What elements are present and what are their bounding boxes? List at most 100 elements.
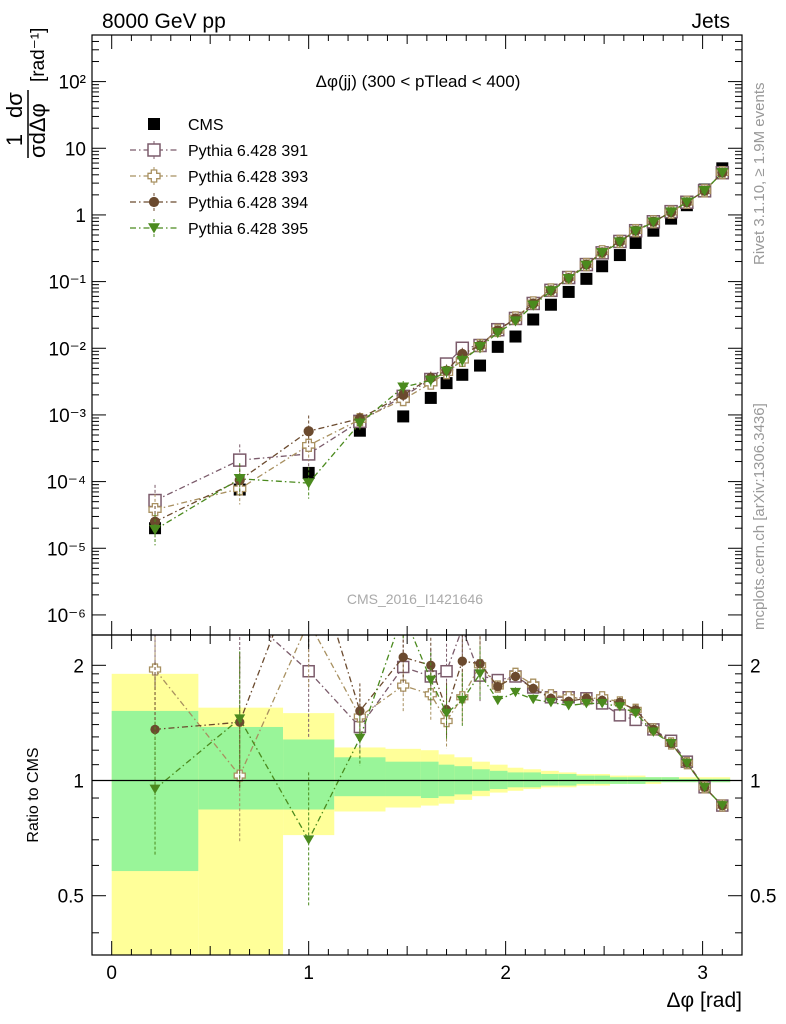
ratio-point bbox=[456, 695, 468, 706]
data-point bbox=[527, 300, 540, 311]
y-tick-label: 10⁻¹ bbox=[49, 273, 87, 294]
ratio-point bbox=[647, 727, 659, 737]
stat-uncertainty-band bbox=[541, 773, 559, 786]
legend-item: Pythia 6.428 394 bbox=[130, 193, 308, 212]
y-tick-label: 10⁻⁶ bbox=[47, 606, 86, 627]
legend-item: Pythia 6.428 395 bbox=[130, 219, 308, 238]
data-point bbox=[148, 502, 162, 517]
ratio-point bbox=[234, 714, 246, 724]
ratio-point bbox=[614, 702, 626, 712]
series-line bbox=[154, 172, 723, 531]
data-point bbox=[302, 438, 316, 452]
ratio-series-pythia-6-428-395 bbox=[149, 609, 728, 908]
data-point bbox=[397, 382, 410, 393]
ratio-point bbox=[510, 671, 521, 682]
y-tick-label: 1 bbox=[75, 206, 86, 227]
ratio-point bbox=[545, 697, 557, 708]
svg-text:σdΔφ: σdΔφ bbox=[25, 103, 50, 158]
ratio-point bbox=[398, 609, 409, 618]
data-point bbox=[509, 316, 522, 327]
ratio-point bbox=[580, 699, 592, 709]
ratio-point bbox=[397, 679, 410, 692]
y-tick-label: 10⁻³ bbox=[49, 406, 87, 427]
data-point bbox=[303, 426, 314, 437]
ratio-point bbox=[149, 784, 161, 794]
data-point bbox=[596, 248, 609, 259]
ratio-point bbox=[493, 681, 503, 692]
data-point bbox=[544, 286, 557, 297]
data-point bbox=[629, 226, 642, 237]
ratio-point bbox=[527, 694, 539, 705]
data-point bbox=[440, 366, 453, 377]
x-axis-label: Δφ [rad] bbox=[667, 989, 743, 1012]
data-point bbox=[491, 328, 504, 339]
data-point bbox=[665, 207, 678, 218]
data-point bbox=[509, 330, 522, 343]
rivet-label: Rivet 3.1.10, ≥ 1.9M events bbox=[751, 83, 768, 266]
legend-item: CMS bbox=[148, 117, 224, 134]
legend-marker bbox=[148, 223, 160, 234]
y-tick-label: 10⁻² bbox=[49, 339, 87, 360]
mcplots-label: mcplots.cern.ch [arXiv:1306.3436] bbox=[751, 403, 768, 630]
stat-uncertainty-band bbox=[385, 761, 421, 797]
stat-uncertainty-band bbox=[523, 772, 542, 788]
ratio-y-tick-label-right: 0.5 bbox=[750, 887, 776, 908]
legend-item: Pythia 6.428 391 bbox=[130, 141, 308, 160]
data-point bbox=[424, 391, 437, 404]
ratio-point bbox=[492, 695, 504, 706]
y-tick-label: 10² bbox=[59, 73, 86, 94]
stat-uncertainty-band bbox=[558, 773, 577, 786]
stat-uncertainty-band bbox=[334, 757, 386, 797]
data-point bbox=[456, 368, 469, 381]
data-point bbox=[544, 298, 557, 311]
svg-text:dσ: dσ bbox=[2, 92, 27, 118]
x-tick-label: 1 bbox=[303, 963, 314, 984]
axes-group: 0 1 2 3 10⁻⁶ 10⁻⁵ 10⁻⁴ 10⁻³ 10⁻² 10⁻¹ 1 10 10² 0.5 0.5… bbox=[47, 34, 776, 984]
data-point bbox=[629, 236, 642, 249]
legend-label: CMS bbox=[188, 117, 224, 134]
ratio-point bbox=[699, 782, 711, 793]
data-point bbox=[562, 274, 575, 285]
ratio-point bbox=[441, 708, 453, 719]
ratio-y-tick-label-left: 2 bbox=[73, 656, 84, 677]
x-tick-label: 0 bbox=[106, 963, 117, 984]
ratio-point bbox=[457, 656, 467, 666]
data-point bbox=[302, 478, 315, 489]
data-point bbox=[562, 285, 575, 298]
stat-uncertainty-band bbox=[594, 775, 611, 784]
ratio-y-tick-label-right: 1 bbox=[750, 772, 761, 793]
data-point bbox=[698, 186, 711, 197]
ratio-point bbox=[354, 733, 366, 744]
legend-label: Pythia 6.428 391 bbox=[188, 143, 308, 160]
data-point bbox=[613, 237, 626, 248]
data-point bbox=[596, 260, 609, 273]
header-right: Jets bbox=[691, 10, 730, 33]
legend-label: Pythia 6.428 395 bbox=[188, 221, 308, 238]
data-point bbox=[398, 389, 409, 400]
stat-uncertainty-band bbox=[661, 777, 679, 783]
ratio-line bbox=[154, 635, 723, 807]
ratio-point bbox=[150, 616, 161, 627]
data-point bbox=[233, 474, 246, 485]
legend-item: Pythia 6.428 393 bbox=[130, 167, 308, 186]
data-point bbox=[424, 375, 437, 386]
ratio-point bbox=[398, 652, 408, 662]
ratio-series-group bbox=[148, 609, 729, 908]
ratio-point bbox=[440, 664, 453, 678]
legend-marker bbox=[148, 196, 160, 208]
data-point bbox=[491, 340, 504, 353]
ratio-point bbox=[716, 801, 728, 811]
main-y-axis-label: 1 dσ σdΔφ [rad⁻¹] bbox=[2, 28, 50, 158]
watermark: CMS_2016_I1421646 bbox=[347, 591, 483, 607]
ratio-y-tick-label-left: 1 bbox=[73, 772, 84, 793]
data-point bbox=[397, 410, 410, 423]
ratio-point bbox=[474, 669, 486, 679]
stat-uncertainty-band bbox=[198, 726, 284, 810]
legend-label: Pythia 6.428 393 bbox=[188, 169, 308, 186]
stat-uncertainty-band bbox=[507, 772, 524, 788]
data-point bbox=[149, 524, 162, 536]
stat-uncertainty-band bbox=[645, 777, 662, 783]
data-point bbox=[474, 342, 487, 353]
series-pythia-6-428-391 bbox=[148, 165, 730, 517]
